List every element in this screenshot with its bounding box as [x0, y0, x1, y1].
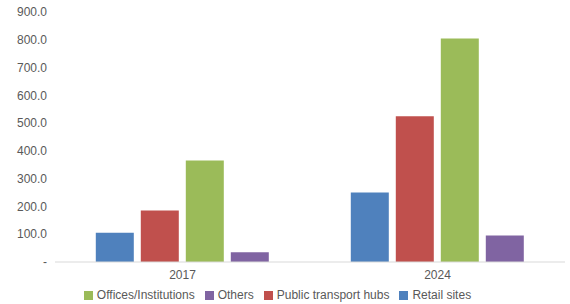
- svg-text:700.0: 700.0: [17, 61, 47, 75]
- svg-text:2024: 2024: [424, 268, 451, 282]
- svg-text:100.0: 100.0: [17, 227, 47, 241]
- svg-text:200.0: 200.0: [17, 200, 47, 214]
- svg-text:-: -: [43, 255, 47, 269]
- svg-text:500.0: 500.0: [17, 116, 47, 130]
- html-text:Offices/Institutions: Offices/Institutions: [96, 288, 195, 302]
- svg-text:600.0: 600.0: [17, 89, 47, 103]
- svg-text:300.0: 300.0: [17, 172, 47, 186]
- svg-text:2017: 2017: [169, 268, 196, 282]
- svg-text:800.0: 800.0: [17, 33, 47, 47]
- html-text:Others: Others: [217, 288, 254, 302]
- svg-text:400.0: 400.0: [17, 144, 47, 158]
- html-text:Retail sites: Retail sites: [412, 288, 472, 302]
- html-text:Public transport hubs: Public transport hubs: [276, 288, 390, 302]
- svg-text:900.0: 900.0: [17, 5, 47, 19]
